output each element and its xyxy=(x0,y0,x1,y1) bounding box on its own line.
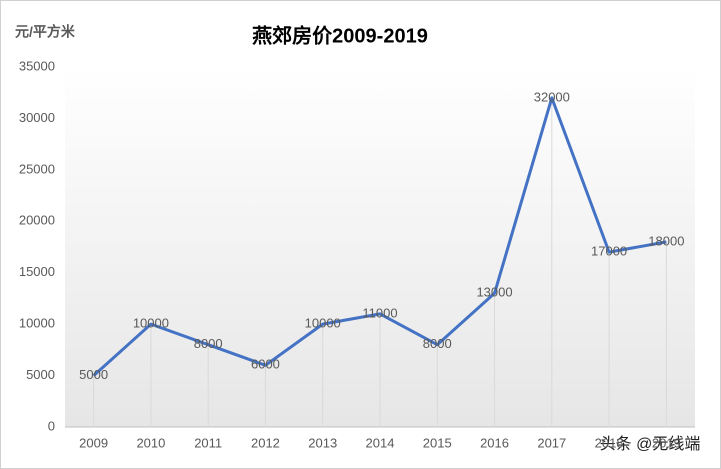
x-tick-label: 2010 xyxy=(136,435,165,450)
data-label: 10000 xyxy=(305,316,341,331)
x-tick-label: 2012 xyxy=(251,435,280,450)
line xyxy=(92,96,667,377)
data-label: 10000 xyxy=(133,316,169,331)
data-label: 11000 xyxy=(362,305,397,320)
x-tick-label: 2014 xyxy=(366,435,395,450)
y-tick-label: 30000 xyxy=(19,110,55,125)
y-tick-label: 35000 xyxy=(19,58,55,73)
x-tick-label: 2013 xyxy=(308,435,337,450)
x-tick-label: 2015 xyxy=(423,435,452,450)
x-tick-label: 2017 xyxy=(537,435,566,450)
y-tick-label: 25000 xyxy=(19,161,55,176)
x-tick-label: 2019 xyxy=(652,435,681,450)
x-tick-label: 2018 xyxy=(595,435,624,450)
x-tick-label: 2009 xyxy=(79,435,108,450)
y-tick-label: 5000 xyxy=(26,367,55,382)
data-label: 17000 xyxy=(591,244,627,259)
y-tick-label: 0 xyxy=(48,418,55,433)
x-tick-label: 2011 xyxy=(194,435,222,450)
data-label: 5000 xyxy=(79,367,108,382)
data-label: 6000 xyxy=(251,357,280,372)
data-label: 32000 xyxy=(534,89,570,104)
y-axis-label: 元/平方米 xyxy=(15,24,76,40)
watermark: 头条 @无线端 xyxy=(600,435,701,453)
data-label: 18000 xyxy=(648,233,684,248)
y-tick-label: 10000 xyxy=(19,316,55,331)
y-tick-label: 20000 xyxy=(19,213,55,228)
data-label: 8000 xyxy=(423,336,452,351)
data-label: 13000 xyxy=(476,285,512,300)
data-label: 8000 xyxy=(194,336,223,351)
chart-title: 燕郊房价2009-2019 xyxy=(252,23,428,47)
y-tick-label: 15000 xyxy=(19,264,55,279)
x-tick-label: 2016 xyxy=(480,435,509,450)
